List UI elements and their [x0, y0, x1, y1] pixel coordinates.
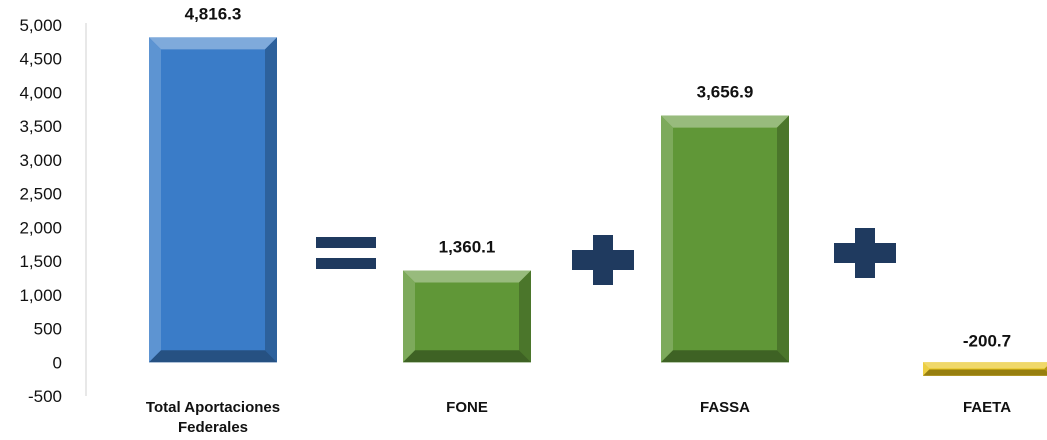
y-tick-label: -500 — [28, 387, 62, 406]
y-tick-label: 1,500 — [19, 252, 62, 271]
bar-bevel-top — [149, 37, 277, 50]
data-label: -200.7 — [963, 331, 1011, 350]
y-tick-label: 3,000 — [19, 151, 62, 170]
bars-group — [149, 37, 1047, 376]
plus-icon — [572, 235, 634, 285]
category-label: FASSA — [700, 399, 750, 416]
equals-icon — [316, 237, 376, 269]
bar-bevel-bottom — [923, 369, 1047, 376]
data-label: 3,656.9 — [697, 83, 754, 102]
bar-fassa — [661, 115, 789, 363]
bar-bevel-left — [661, 115, 673, 363]
y-tick-label: 2,500 — [19, 185, 62, 204]
bar-face — [403, 270, 531, 363]
y-tick-label: 3,500 — [19, 117, 62, 136]
bar-fone — [403, 270, 531, 363]
bar-bevel-left — [923, 362, 930, 376]
bar-face — [661, 115, 789, 363]
value-labels-group: 4,816.3 1,360.1 3,656.9 -200.7 — [185, 4, 1011, 350]
data-label: 1,360.1 — [439, 238, 496, 257]
data-label: 4,816.3 — [185, 4, 242, 23]
y-tick-label: 4,000 — [19, 83, 62, 102]
bar-bevel-right — [519, 270, 531, 363]
category-label: FAETA — [963, 399, 1011, 416]
y-tick-label: 2,000 — [19, 218, 62, 237]
operators-group — [316, 228, 896, 285]
bar-bevel-top — [661, 115, 789, 128]
y-axis: -500 0 500 1,000 1,500 2,000 2,500 3,000 3,500 4,… — [19, 16, 87, 406]
bar-bevel-left — [149, 37, 161, 363]
y-tick-label: 4,500 — [19, 50, 62, 69]
bar-bevel-right — [265, 37, 277, 363]
bar-bevel-bottom — [149, 350, 277, 363]
bar-bevel-bottom — [661, 350, 789, 363]
y-tick-label: 1,000 — [19, 286, 62, 305]
y-tick-label: 0 — [53, 353, 62, 372]
category-labels-group: Total Aportaciones Federales FONE FASSA FAET… — [146, 399, 1011, 436]
y-tick-label: 5,000 — [19, 16, 62, 35]
bar-bevel-top — [923, 362, 1047, 369]
bar-face — [149, 37, 277, 363]
bar-bevel-top — [403, 270, 531, 283]
bar-bevel-right — [777, 115, 789, 363]
category-label: Federales — [178, 419, 248, 436]
bar-total-aportaciones-federales — [149, 37, 277, 363]
bar-bevel-bottom — [403, 350, 531, 363]
bar-bevel-left — [403, 270, 415, 363]
bar-faeta — [923, 362, 1047, 376]
category-label: Total Aportaciones — [146, 399, 280, 416]
bar-bevel-right — [1044, 366, 1047, 372]
y-tick-label: 500 — [34, 320, 62, 339]
plus-icon — [834, 228, 896, 278]
category-label: FONE — [446, 399, 488, 416]
